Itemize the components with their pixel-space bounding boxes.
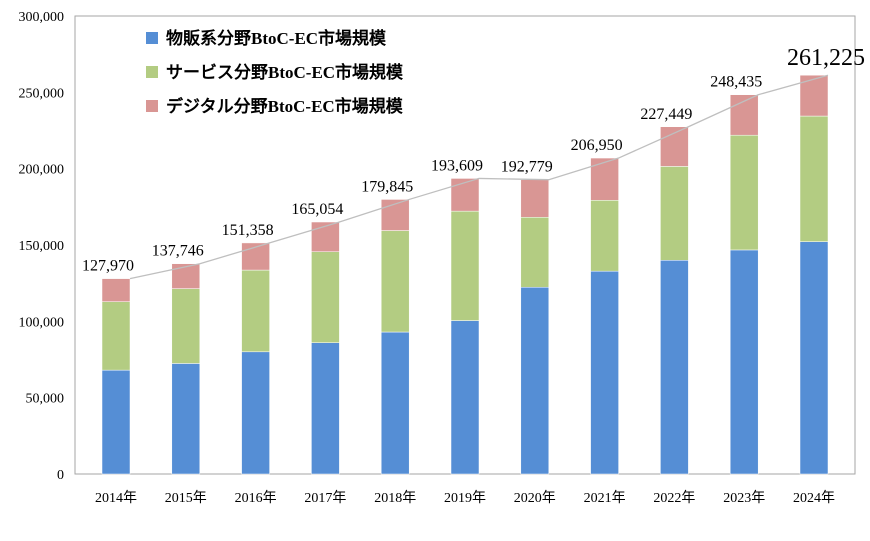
x-tick-label: 2024年 — [793, 490, 835, 506]
bar-segment-2 — [729, 134, 759, 251]
bar-segment-1 — [729, 249, 759, 475]
total-label: 137,746 — [152, 243, 204, 260]
total-label: 248,435 — [710, 74, 762, 91]
bar-segment-2 — [311, 251, 340, 343]
x-tick-label: 2014年 — [95, 490, 137, 506]
bar-segment-3 — [520, 179, 550, 218]
total-label: 192,779 — [501, 159, 553, 176]
total-label: 127,970 — [82, 258, 134, 275]
bar-segment-1 — [241, 351, 270, 475]
total-label: 193,609 — [431, 157, 483, 174]
x-tick-label: 2016年 — [235, 490, 277, 506]
y-tick-label: 300,000 — [19, 10, 65, 25]
legend-label: 物販系分野BtoC-EC市場規模 — [166, 28, 387, 48]
bar-segment-1 — [380, 331, 410, 475]
x-tick-label: 2022年 — [653, 490, 695, 506]
bar-segment-1 — [171, 363, 201, 475]
bar-segment-3 — [101, 278, 131, 302]
bar-segment-2 — [590, 200, 619, 272]
total-label: 206,950 — [571, 137, 623, 154]
x-tick-label: 2015年 — [165, 490, 207, 506]
legend-label: デジタル分野BtoC-EC市場規模 — [166, 96, 404, 116]
total-label: 261,225 — [787, 45, 865, 71]
x-tick-label: 2021年 — [584, 490, 626, 506]
bar-segment-2 — [450, 210, 480, 321]
x-tick-label: 2023年 — [723, 490, 765, 506]
y-tick-label: 200,000 — [19, 163, 65, 178]
y-tick-label: 150,000 — [19, 239, 65, 254]
y-tick-label: 250,000 — [19, 86, 65, 101]
bar-segment-3 — [590, 157, 619, 201]
total-label: 165,054 — [291, 201, 343, 218]
bar-segment-2 — [520, 217, 550, 288]
x-tick-label: 2017年 — [304, 490, 346, 506]
bar-segment-1 — [660, 260, 689, 475]
bar-segment-2 — [380, 230, 410, 333]
total-label: 227,449 — [640, 106, 692, 123]
bar-segment-1 — [799, 241, 829, 475]
x-tick-label: 2018年 — [374, 490, 416, 506]
total-label: 151,358 — [222, 222, 274, 239]
y-tick-label: 0 — [57, 468, 64, 483]
legend-swatch — [146, 100, 158, 112]
bar-segment-1 — [311, 342, 340, 475]
x-axis: 2014年 2015年 2016年 2017年 2018年 2019年 2020年 2021年… — [95, 490, 835, 506]
bars — [101, 74, 829, 475]
bar-segment-2 — [241, 269, 270, 353]
bar-segment-3 — [171, 263, 201, 289]
bar-segment-1 — [520, 286, 550, 475]
bar-segment-1 — [101, 369, 131, 475]
total-connector-line — [129, 74, 829, 280]
bar-segment-3 — [450, 178, 480, 212]
bar-segment-3 — [729, 94, 759, 136]
bar-segment-2 — [660, 166, 689, 261]
bar-segment-1 — [450, 320, 480, 475]
total-line: 127,970 137,746 151,358 165,054 179,845 193,6… — [82, 45, 865, 280]
bar-segment-2 — [799, 115, 829, 242]
bar-segment-2 — [171, 288, 201, 364]
y-tick-label: 100,000 — [19, 315, 65, 330]
x-tick-label: 2020年 — [514, 490, 556, 506]
y-axis: 0 50,000 100,000 150,000 200,000 250,000 300,0… — [19, 10, 65, 483]
legend-label: サービス分野BtoC-EC市場規模 — [166, 62, 404, 82]
total-label: 179,845 — [361, 178, 413, 195]
y-tick-label: 50,000 — [26, 392, 65, 407]
legend-swatch — [146, 32, 158, 44]
legend-swatch — [146, 66, 158, 78]
x-tick-label: 2019年 — [444, 490, 486, 506]
legend: 物販系分野BtoC-EC市場規模サービス分野BtoC-EC市場規模デジタル分野B… — [146, 28, 404, 116]
bar-segment-3 — [311, 221, 340, 253]
bar-segment-2 — [101, 301, 131, 371]
bar-segment-1 — [590, 270, 619, 475]
